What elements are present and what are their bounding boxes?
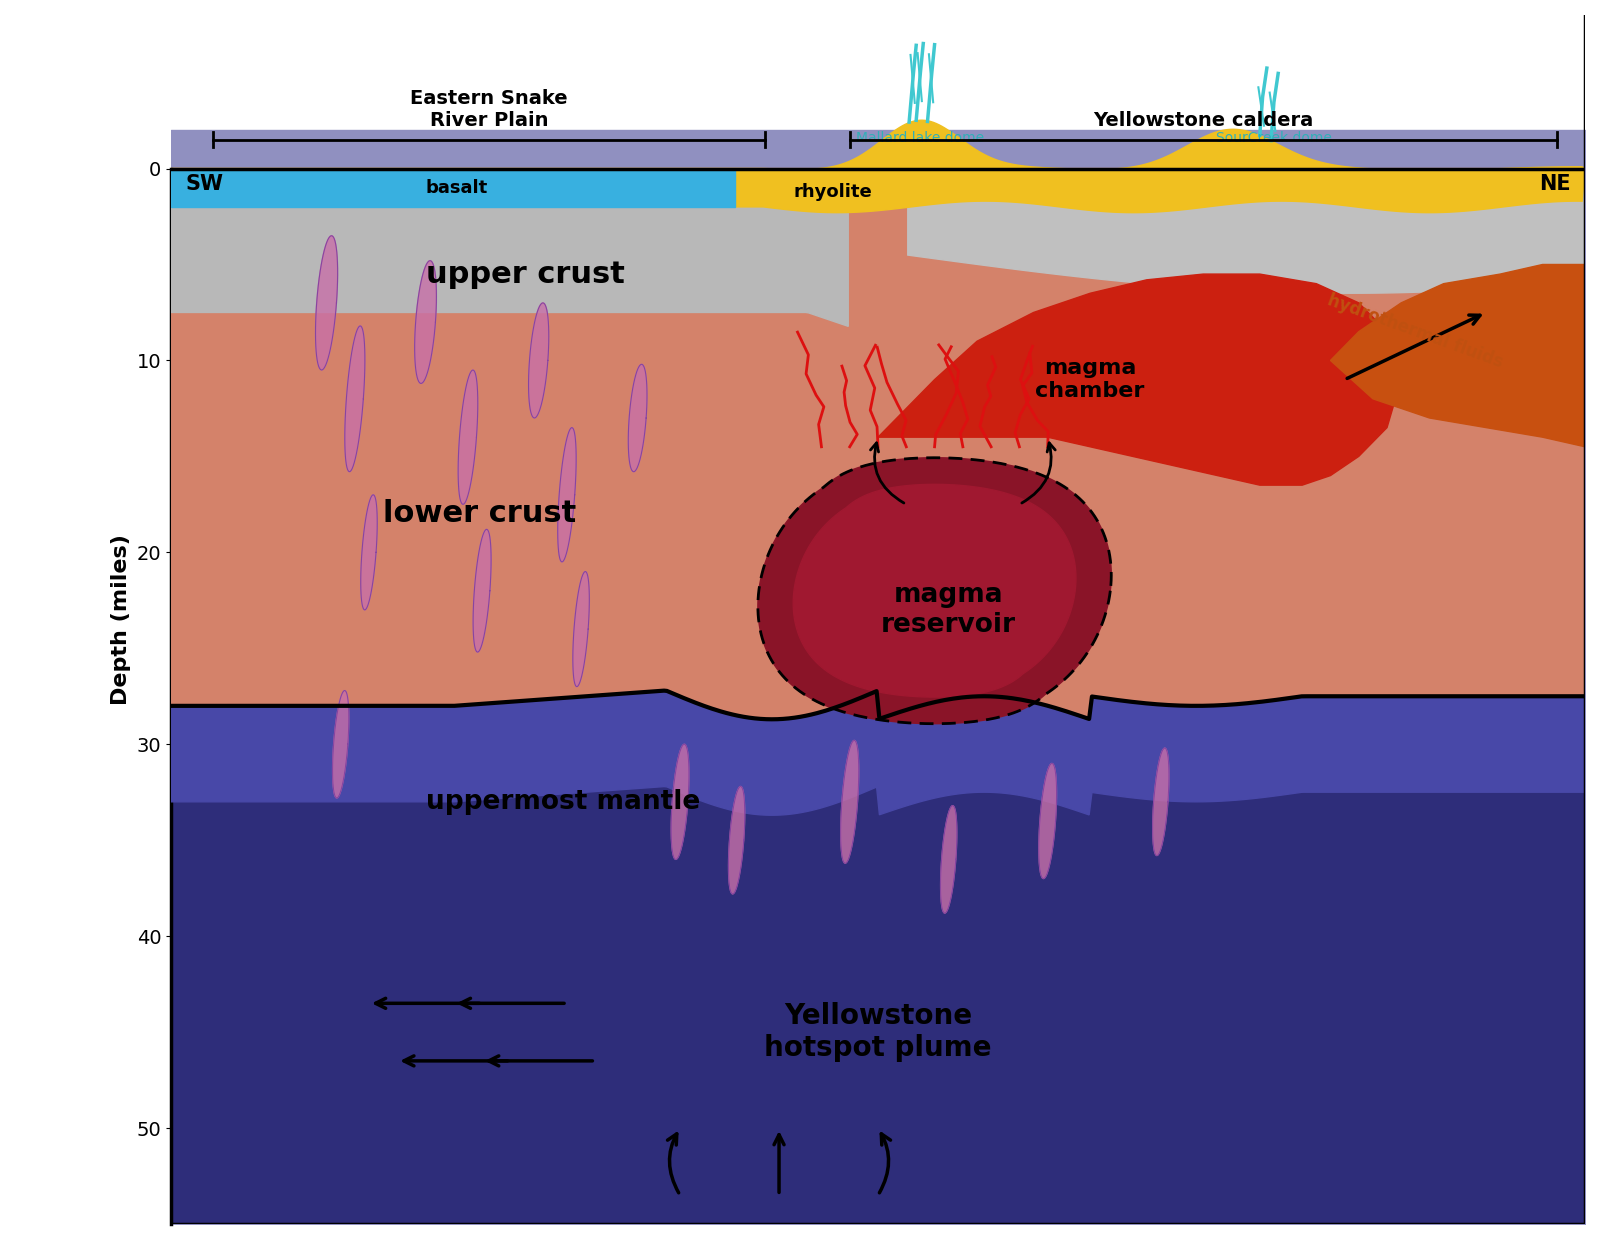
Polygon shape	[414, 260, 437, 383]
Polygon shape	[573, 571, 589, 686]
Text: SW: SW	[186, 175, 222, 195]
Polygon shape	[171, 169, 1586, 720]
Polygon shape	[171, 169, 734, 207]
Polygon shape	[474, 529, 491, 652]
Text: rhyolite: rhyolite	[794, 182, 872, 201]
Text: basalt: basalt	[426, 178, 488, 197]
Text: Eastern Snake
River Plain: Eastern Snake River Plain	[410, 89, 568, 130]
Polygon shape	[171, 690, 1586, 815]
Polygon shape	[1038, 763, 1056, 878]
Y-axis label: Depth (miles): Depth (miles)	[110, 534, 131, 705]
Polygon shape	[941, 805, 957, 913]
Text: upper crust: upper crust	[426, 260, 624, 289]
Polygon shape	[840, 741, 859, 864]
Text: Yellowstone
hotspot plume: Yellowstone hotspot plume	[765, 1002, 992, 1062]
Text: Mallard lake dome: Mallard lake dome	[856, 131, 984, 145]
Polygon shape	[672, 745, 690, 860]
Text: Yellowstone caldera: Yellowstone caldera	[1093, 112, 1314, 130]
Polygon shape	[171, 169, 848, 326]
Polygon shape	[1152, 748, 1170, 855]
Polygon shape	[758, 457, 1112, 724]
Text: SourCreek dome: SourCreek dome	[1216, 131, 1331, 145]
Text: hydrothermal fluids: hydrothermal fluids	[1325, 291, 1506, 372]
Polygon shape	[1331, 264, 1586, 447]
Polygon shape	[333, 690, 349, 798]
Polygon shape	[1090, 898, 1586, 1224]
Polygon shape	[878, 274, 1402, 486]
Polygon shape	[794, 484, 1075, 698]
Polygon shape	[558, 427, 576, 563]
Polygon shape	[315, 235, 338, 370]
Polygon shape	[346, 326, 365, 472]
Polygon shape	[360, 494, 378, 610]
Polygon shape	[629, 364, 646, 472]
Text: uppermost mantle: uppermost mantle	[426, 789, 699, 815]
Polygon shape	[907, 169, 1586, 294]
Text: lower crust: lower crust	[382, 499, 576, 529]
Text: magma
chamber: magma chamber	[1035, 358, 1144, 401]
Polygon shape	[458, 370, 478, 504]
Text: NE: NE	[1539, 175, 1571, 195]
Polygon shape	[728, 787, 744, 893]
Polygon shape	[171, 120, 1586, 213]
Polygon shape	[171, 690, 1586, 1224]
Text: magma
reservoir: magma reservoir	[882, 582, 1016, 638]
Polygon shape	[528, 302, 549, 418]
